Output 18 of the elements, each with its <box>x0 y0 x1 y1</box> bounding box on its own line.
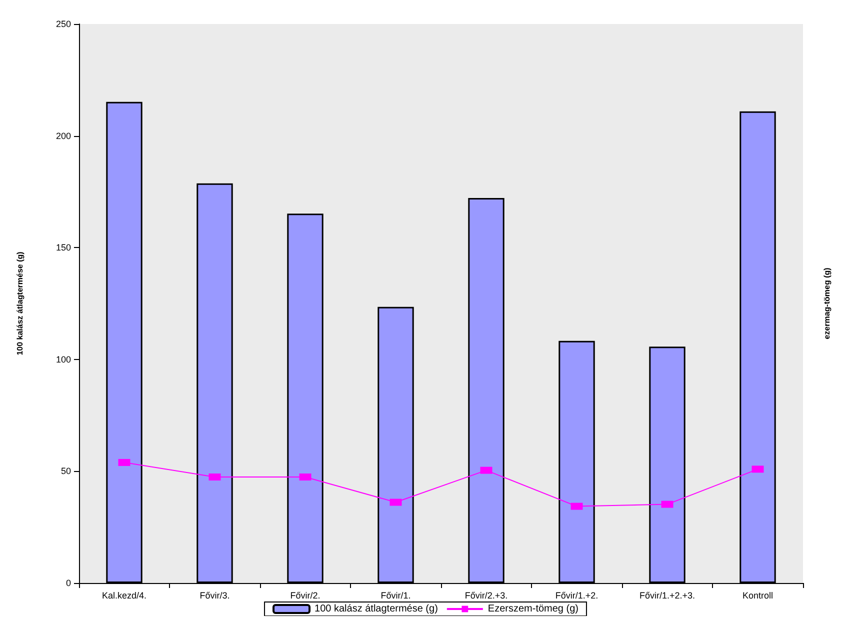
y-tick-label: 0 <box>66 578 71 588</box>
y-tick-label: 100 <box>56 354 71 364</box>
x-tick-label: Fővir/1. <box>380 590 411 600</box>
y-tick-label: 150 <box>56 242 71 253</box>
x-tick-label: Fővir/2.+3. <box>464 590 508 600</box>
x-tick-label: Kal.kezd/4. <box>102 590 147 600</box>
x-tick-label: Fővir/1.+2.+3. <box>639 590 696 600</box>
y2-axis-title: ezermag-tömeg (g) <box>822 267 832 340</box>
x-tick-label: Fővir/2. <box>290 590 320 600</box>
legend-label: Ezerszem-tömeg (g) <box>488 604 578 614</box>
x-tick-label: Fővir/3. <box>200 590 230 600</box>
y-axis-title: 100 kalász átlagtermése (g) <box>16 251 24 356</box>
y-tick-label: 200 <box>56 130 71 141</box>
y-tick-label: 250 <box>56 19 71 29</box>
y-tick-label: 50 <box>60 466 71 476</box>
x-tick-label: Fővir/1.+2. <box>555 590 598 600</box>
legend-label: 100 kalász átlagtermése (g) <box>314 604 438 614</box>
x-tick-label: Kontroll <box>742 590 774 600</box>
